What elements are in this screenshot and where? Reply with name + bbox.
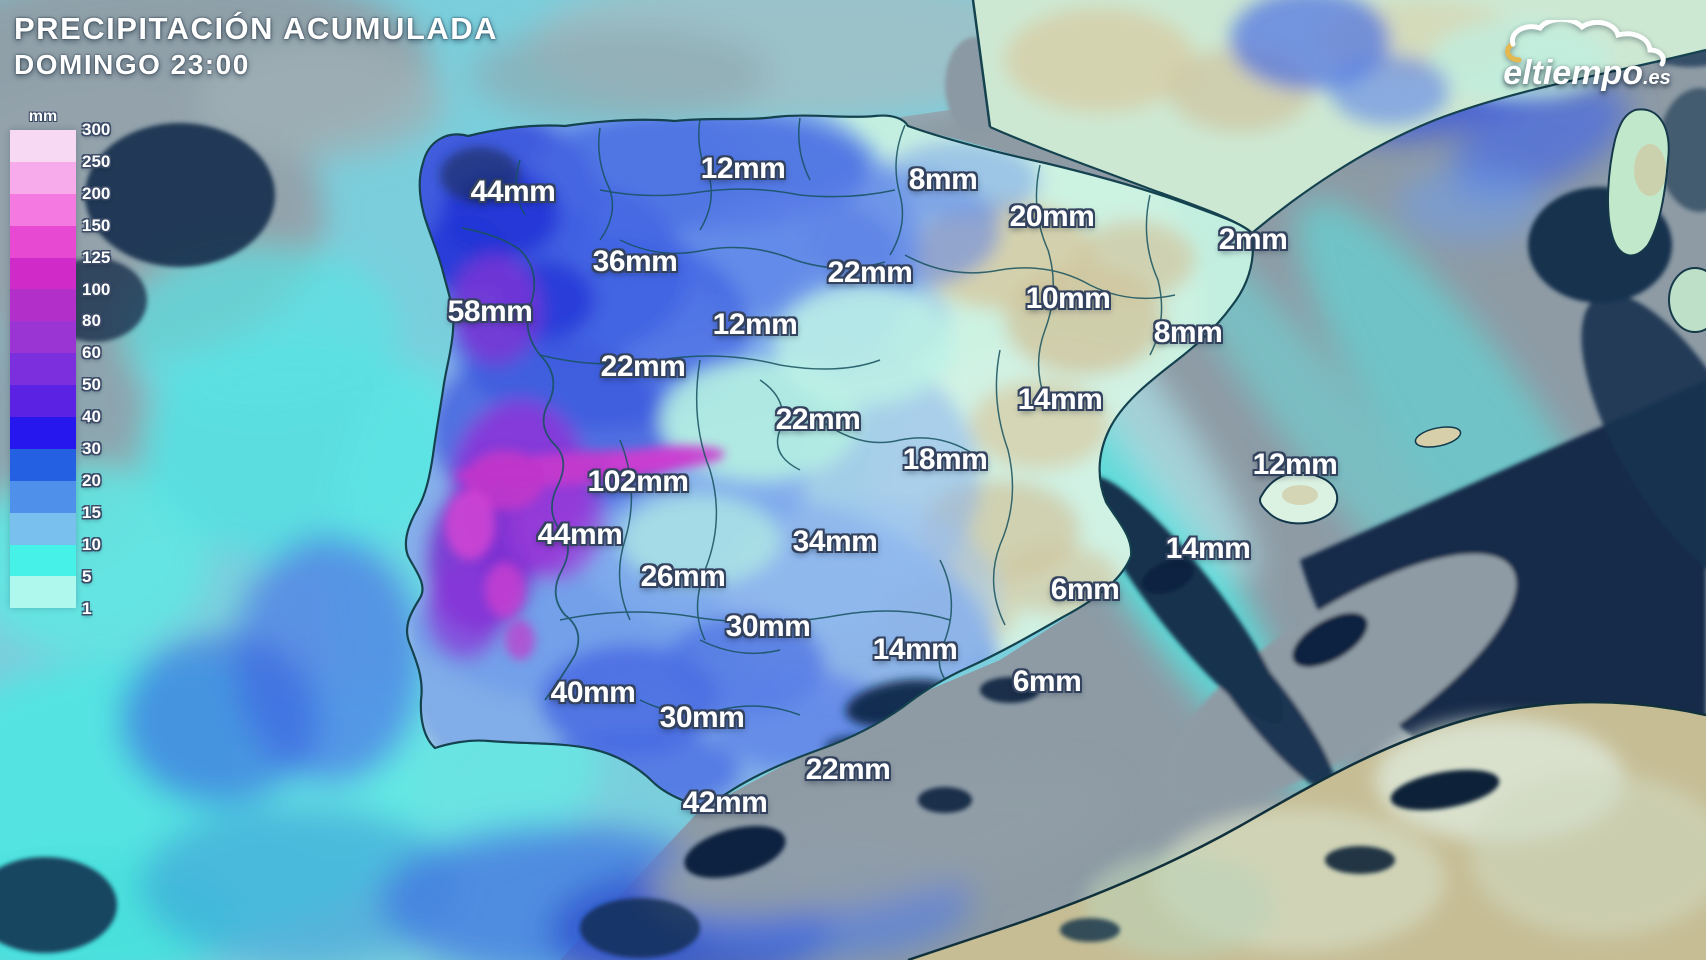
coastlines: [404, 0, 1706, 960]
island-menorca: [1414, 426, 1462, 448]
precip-label-6mm: 6mm: [1012, 665, 1082, 698]
precip-label-58mm: 58mm: [447, 295, 533, 328]
precip-label-18mm: 18mm: [902, 443, 988, 476]
legend-tick-80: 80: [82, 311, 101, 331]
precip-label-22mm: 22mm: [805, 753, 891, 786]
legend-band-60: [10, 353, 76, 386]
precip-label-14mm: 14mm: [872, 633, 958, 666]
legend-band-200: [10, 193, 76, 226]
legend-band-15: [10, 512, 76, 545]
islands: [1259, 108, 1706, 525]
legend-band-40: [10, 417, 76, 449]
brand-tld: .es: [1643, 67, 1671, 89]
legend-unit-label: mm: [28, 108, 58, 125]
page-subtitle: DOMINGO 23:00: [14, 49, 250, 80]
legend-band-150: [10, 225, 76, 258]
legend-band-10: [10, 544, 76, 577]
precip-label-22mm: 22mm: [827, 256, 913, 289]
legend-tick-40: 40: [82, 407, 101, 427]
precip-label-36mm: 36mm: [592, 245, 678, 278]
precip-label-22mm: 22mm: [775, 403, 861, 436]
legend-tick-125: 125: [82, 247, 111, 267]
legend-tick-100: 100: [82, 279, 111, 299]
brand-logo: eltiempo.es: [1486, 20, 1688, 93]
precip-label-30mm: 30mm: [659, 701, 745, 734]
precip-label-10mm: 10mm: [1025, 282, 1111, 315]
legend-tick-200: 200: [82, 183, 111, 203]
precip-label-6mm: 6mm: [1050, 573, 1120, 606]
legend-tick-1: 1: [82, 598, 92, 618]
precip-label-2mm: 2mm: [1218, 223, 1288, 256]
precip-label-20mm: 20mm: [1009, 200, 1095, 233]
legend-band-300: [10, 130, 76, 162]
legend-bands: [10, 130, 76, 609]
precip-label-12mm: 12mm: [712, 308, 798, 341]
precip-label-8mm: 8mm: [908, 163, 978, 196]
precip-label-12mm: 12mm: [1252, 448, 1338, 481]
legend-tick-50: 50: [82, 375, 101, 395]
legend-tick-15: 15: [82, 502, 101, 522]
legend-band-50: [10, 385, 76, 418]
legend-tick-60: 60: [82, 343, 101, 363]
precip-label-30mm: 30mm: [725, 610, 811, 643]
legend-tick-10: 10: [82, 534, 101, 554]
precip-label-14mm: 14mm: [1017, 383, 1103, 416]
page-title: PRECIPITACIÓN ACUMULADA: [14, 11, 498, 46]
precip-label-40mm: 40mm: [550, 676, 636, 709]
precip-label-14mm: 14mm: [1165, 532, 1251, 565]
legend-tick-150: 150: [82, 215, 111, 235]
precip-label-12mm: 12mm: [700, 152, 786, 185]
legend-tick-250: 250: [82, 151, 111, 171]
legend-band-20: [10, 480, 76, 513]
legend-band-80: [10, 321, 76, 354]
cloud-icon: [1505, 20, 1666, 67]
legend-tick-5: 5: [82, 566, 92, 586]
headline: PRECIPITACIÓN ACUMULADA DOMINGO 23:00: [14, 10, 498, 82]
land-africa-texture: [1085, 718, 1706, 957]
precipitation-legend: mm 300 250 200 150 125 100 80 60 50 40 30 20 15 10 5 1: [10, 108, 110, 618]
province-borders: [461, 117, 1176, 716]
legend-band-30: [10, 448, 76, 481]
precip-label-44mm: 44mm: [470, 175, 556, 208]
precip-label-26mm: 26mm: [640, 560, 726, 593]
legend-band-125: [10, 257, 76, 290]
precip-label-44mm: 44mm: [537, 518, 623, 551]
legend-tick-300: 300: [82, 120, 111, 139]
legend-band-250: [10, 161, 76, 194]
land-africa-spots: [1060, 769, 1500, 942]
precip-label-8mm: 8mm: [1153, 316, 1223, 349]
precip-label-42mm: 42mm: [682, 786, 768, 819]
legend-band-100: [10, 289, 76, 322]
legend-bar: 300 250 200 150 125 100 80 60 50 40 30 20 15 10 5 1: [10, 120, 110, 618]
island-sardinia-tip: [1668, 267, 1706, 333]
brand-text: eltiempo: [1503, 54, 1643, 92]
precip-label-34mm: 34mm: [792, 525, 878, 558]
precip-label-102mm: 102mm: [587, 465, 689, 498]
legend-band-5: [10, 576, 76, 609]
legend-tick-20: 20: [82, 470, 101, 490]
brand-wordmark: eltiempo.es: [1486, 54, 1688, 93]
legend-tick-30: 30: [82, 439, 101, 458]
precip-label-22mm: 22mm: [600, 350, 686, 383]
